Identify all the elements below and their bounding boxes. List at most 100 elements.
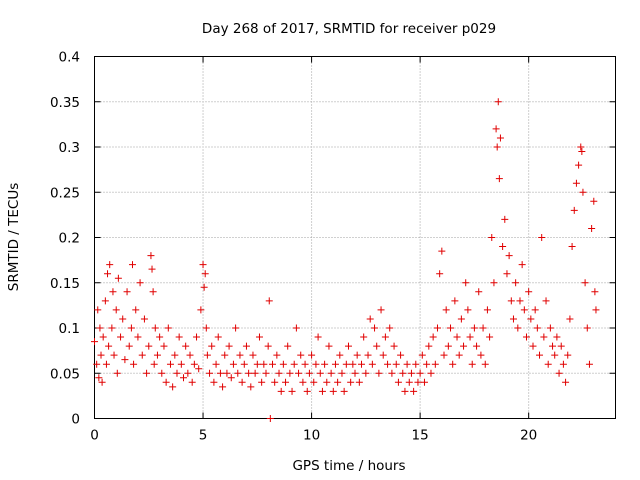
data-point [338, 369, 346, 377]
data-point [169, 383, 177, 391]
data-point [151, 324, 159, 332]
data-point [553, 333, 561, 341]
data-point [98, 378, 106, 386]
data-point [264, 342, 272, 350]
data-point [150, 360, 158, 368]
data-point [366, 315, 374, 323]
data-point [295, 369, 303, 377]
data-point [468, 360, 476, 368]
data-point [577, 143, 585, 151]
data-point [358, 360, 366, 368]
data-point [440, 351, 448, 359]
data-point [132, 306, 140, 314]
x-axis-label: GPS time / hours [292, 458, 405, 474]
data-point [492, 125, 500, 133]
data-point [462, 279, 470, 287]
data-point [386, 324, 394, 332]
data-point [412, 360, 420, 368]
data-point [153, 351, 161, 359]
data-point [114, 274, 122, 282]
data-point [325, 342, 333, 350]
data-point [334, 378, 342, 386]
data-point [305, 369, 313, 377]
data-point [234, 369, 242, 377]
data-point [113, 369, 121, 377]
data-point [110, 351, 118, 359]
data-point [121, 356, 129, 364]
data-point [271, 378, 279, 386]
data-point [301, 360, 309, 368]
x-tick-label: 15 [412, 428, 429, 444]
data-point [429, 333, 437, 341]
data-point [93, 360, 101, 368]
data-point [379, 351, 387, 359]
data-point [403, 360, 411, 368]
data-point [266, 415, 274, 422]
y-tick-label: 0.15 [50, 276, 80, 292]
data-point [310, 378, 318, 386]
data-point [314, 333, 322, 341]
data-point [148, 265, 156, 273]
data-point [455, 351, 463, 359]
data-point [399, 369, 407, 377]
data-point [368, 360, 376, 368]
data-point [201, 270, 209, 278]
data-point [407, 369, 415, 377]
data-point [538, 234, 546, 241]
data-point [269, 360, 277, 368]
data-point [286, 369, 294, 377]
data-point [292, 324, 300, 332]
data-point [97, 351, 105, 359]
data-point [232, 324, 240, 332]
data-point [557, 342, 565, 350]
data-point [578, 148, 586, 156]
data-point [108, 324, 116, 332]
data-point [316, 369, 324, 377]
data-point [581, 279, 589, 287]
data-point [481, 360, 489, 368]
data-point [260, 360, 268, 368]
data-point [436, 270, 444, 278]
axis-ticks: 0 0.05 0.1 0.15 0.2 0.25 0.3 0.35 0.4 0 5 10 15 20 [50, 50, 616, 444]
data-point [279, 360, 287, 368]
data-point [516, 297, 524, 305]
data-point [375, 369, 383, 377]
data-point [247, 383, 255, 391]
data-point [117, 333, 125, 341]
data-point [123, 288, 131, 296]
y-tick-label: 0.35 [50, 95, 80, 111]
data-point [562, 378, 570, 386]
data-point [253, 360, 261, 368]
data-point [588, 224, 596, 232]
data-point [414, 378, 422, 386]
data-point [475, 288, 483, 296]
data-point [177, 360, 185, 368]
data-point [197, 306, 205, 314]
data-point [464, 306, 472, 314]
data-point [182, 342, 190, 350]
data-point [104, 270, 112, 278]
x-tick-label: 20 [520, 428, 537, 444]
data-point [423, 360, 431, 368]
data-point [397, 351, 405, 359]
data-point [91, 338, 98, 346]
data-point [160, 342, 168, 350]
data-point [453, 333, 461, 341]
data-point [212, 360, 220, 368]
data-point [331, 360, 339, 368]
data-point [477, 351, 485, 359]
data-point [336, 351, 344, 359]
data-point [242, 342, 250, 350]
data-point [138, 351, 146, 359]
data-point [536, 351, 544, 359]
data-point [425, 342, 433, 350]
y-tick-label: 0.4 [59, 50, 80, 66]
data-point [164, 324, 172, 332]
data-point [216, 369, 224, 377]
data-point [592, 306, 600, 314]
data-point [525, 288, 533, 296]
data-point [438, 247, 446, 255]
data-point [236, 351, 244, 359]
x-tick-label: 10 [303, 428, 320, 444]
